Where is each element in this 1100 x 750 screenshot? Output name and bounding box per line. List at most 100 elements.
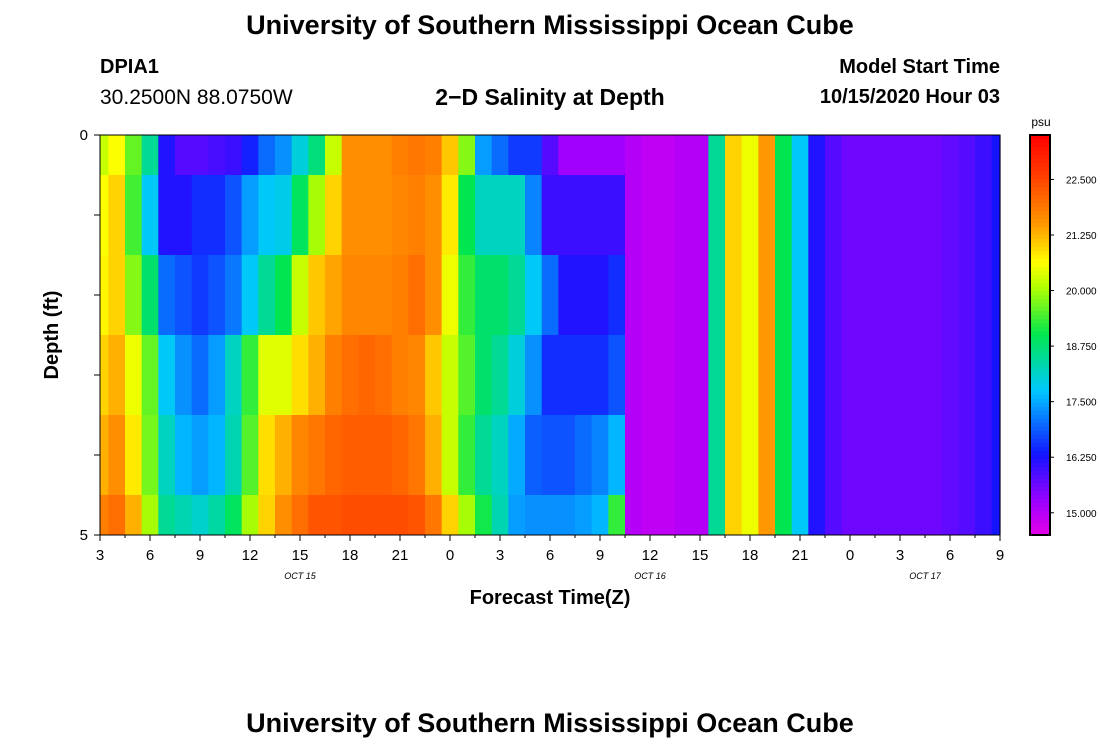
heatmap-cell	[375, 135, 393, 175]
heatmap-cell	[175, 335, 193, 415]
heatmap-cell	[891, 255, 909, 335]
heatmap-cell	[641, 175, 659, 255]
colorbar-swatch	[1030, 335, 1050, 340]
x-tick-label: 3	[96, 547, 104, 564]
heatmap-cell	[308, 335, 326, 415]
heatmap-cell	[641, 135, 659, 175]
heatmap-cell	[658, 335, 676, 415]
heatmap-cell	[825, 495, 843, 535]
heatmap-cell	[408, 255, 426, 335]
x-tick-label: 9	[596, 547, 604, 564]
heatmap-cell	[341, 255, 359, 335]
colorbar-tick-label: 17.500	[1066, 398, 1097, 409]
heatmap-cell	[591, 415, 609, 495]
colorbar-swatch	[1030, 463, 1050, 468]
heatmap-cell	[558, 135, 576, 175]
colorbar-swatch	[1030, 251, 1050, 256]
model-start-value: 10/15/2020 Hour 03	[819, 86, 1000, 108]
heatmap-cell	[791, 335, 809, 415]
heatmap-cell	[208, 335, 226, 415]
heatmap-cell	[525, 175, 543, 255]
heatmap-cell	[541, 175, 559, 255]
heatmap-cell	[841, 255, 859, 335]
heatmap-cell	[208, 255, 226, 335]
colorbar-swatch	[1030, 327, 1050, 332]
colorbar-swatch	[1030, 395, 1050, 400]
colorbar-swatch	[1030, 531, 1050, 536]
colorbar-swatch	[1030, 479, 1050, 484]
heatmap-cell	[991, 135, 1001, 175]
colorbar-swatch	[1030, 511, 1050, 516]
date-label: OCT 17	[909, 571, 942, 581]
colorbar-swatch	[1030, 475, 1050, 480]
heatmap-cell	[558, 415, 576, 495]
heatmap-cell	[825, 175, 843, 255]
heatmap-cell	[541, 255, 559, 335]
heatmap-cell	[458, 495, 476, 535]
heatmap-cell	[341, 135, 359, 175]
x-tick-label: 0	[846, 547, 854, 564]
x-tick-label: 12	[242, 547, 259, 564]
heatmap-cell	[258, 175, 276, 255]
colorbar-swatch	[1030, 267, 1050, 272]
heatmap-cell	[475, 135, 493, 175]
heatmap-cell	[391, 495, 409, 535]
heatmap-cell	[925, 135, 943, 175]
heatmap-cell	[308, 495, 326, 535]
heatmap-cell	[641, 335, 659, 415]
colorbar-swatch	[1030, 491, 1050, 496]
heatmap-cell	[125, 135, 143, 175]
heatmap-cell	[141, 495, 159, 535]
heatmap-cell	[975, 135, 993, 175]
heatmap-cell	[808, 495, 826, 535]
heatmap-cell	[808, 255, 826, 335]
colorbar-swatch	[1030, 287, 1050, 292]
heatmap-cell	[225, 415, 243, 495]
colorbar-tick-label: 16.250	[1066, 453, 1097, 464]
heatmap-cell	[108, 415, 126, 495]
heatmap-cell	[258, 495, 276, 535]
colorbar-swatch	[1030, 503, 1050, 508]
heatmap-cell	[775, 495, 793, 535]
heatmap-cell	[691, 175, 709, 255]
heatmap-cell	[875, 175, 893, 255]
colorbar-swatch	[1030, 519, 1050, 524]
colorbar-swatch	[1030, 315, 1050, 320]
heatmap-cell	[575, 335, 593, 415]
heatmap-cell	[125, 255, 143, 335]
heatmap-cell	[725, 255, 743, 335]
heatmap-cell	[425, 415, 443, 495]
colorbar-swatch	[1030, 311, 1050, 316]
colorbar-tick-label: 20.000	[1066, 287, 1097, 298]
heatmap-cell	[925, 175, 943, 255]
heatmap-cell	[141, 335, 159, 415]
heatmap-cell	[225, 175, 243, 255]
heatmap-cell	[325, 335, 343, 415]
colorbar-swatch	[1030, 423, 1050, 428]
colorbar-swatch	[1030, 375, 1050, 380]
colorbar-swatch	[1030, 151, 1050, 156]
colorbar-unit: psu	[1031, 115, 1050, 129]
heatmap-cell	[358, 415, 376, 495]
heatmap-cell	[808, 175, 826, 255]
heatmap-cell	[108, 135, 126, 175]
heatmap-cell	[775, 255, 793, 335]
heatmap-cell	[675, 335, 693, 415]
colorbar-swatch	[1030, 435, 1050, 440]
heatmap-cell	[591, 335, 609, 415]
heatmap-cell	[741, 135, 759, 175]
heatmap-cell	[908, 335, 926, 415]
heatmap-cell	[475, 335, 493, 415]
heatmap-cell	[158, 175, 176, 255]
heatmap-cell	[925, 495, 943, 535]
heatmap-cell	[241, 415, 259, 495]
y-tick-label: 5	[80, 527, 88, 544]
colorbar-swatch	[1030, 411, 1050, 416]
colorbar-swatch	[1030, 295, 1050, 300]
heatmap-cell	[991, 495, 1001, 535]
colorbar-swatch	[1030, 331, 1050, 336]
y-tick-label: 0	[80, 127, 88, 144]
colorbar-swatch	[1030, 155, 1050, 160]
heatmap-cell	[891, 335, 909, 415]
heatmap-cell	[941, 135, 959, 175]
